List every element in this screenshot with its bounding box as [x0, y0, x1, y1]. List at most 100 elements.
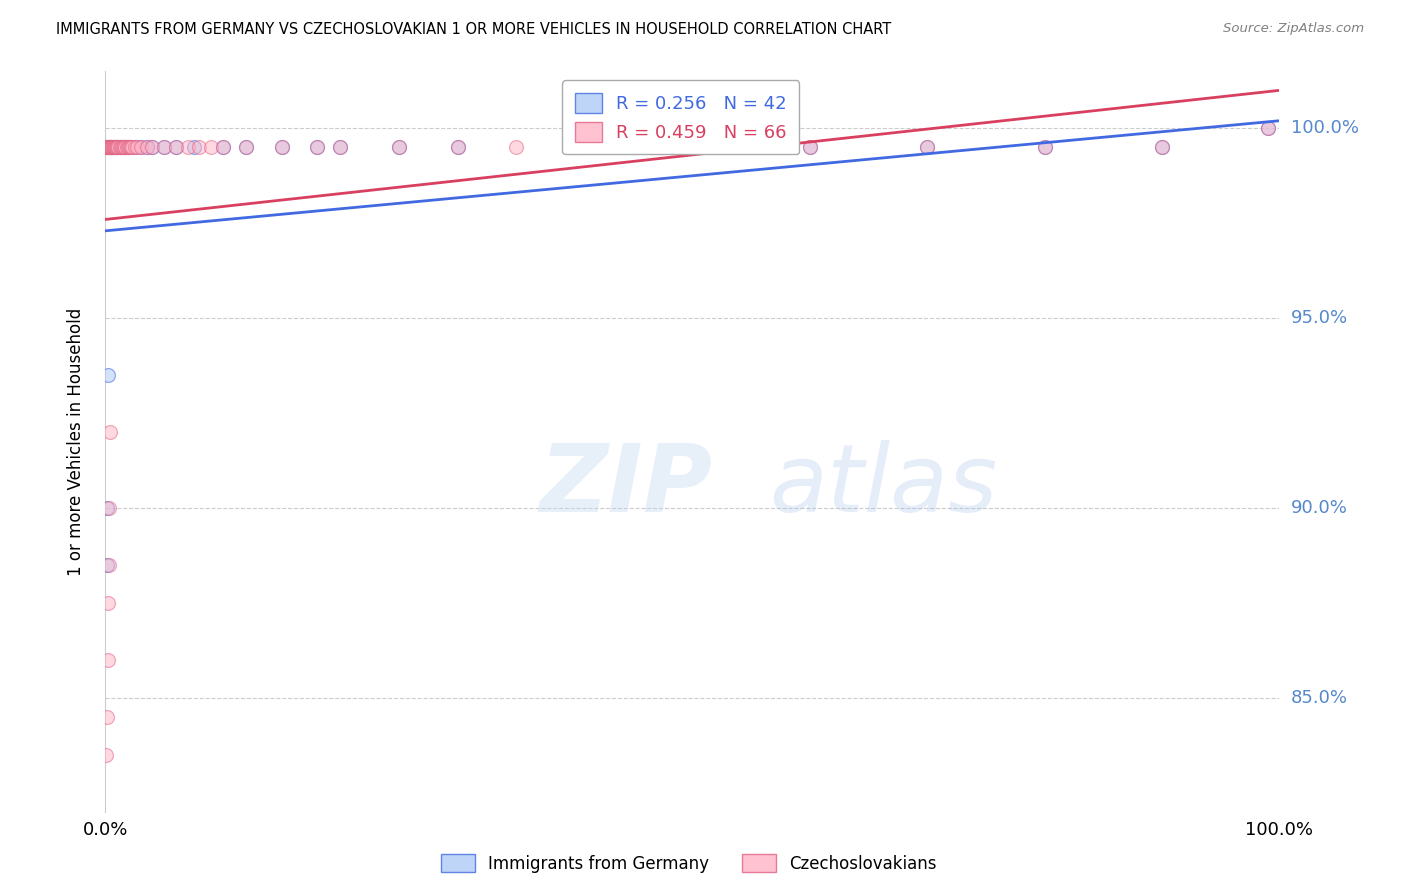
Text: 90.0%: 90.0% [1291, 499, 1347, 517]
Point [96, 558, 118, 572]
Point [108, 140, 131, 154]
Point [101, 140, 124, 154]
Point [129, 140, 152, 154]
Point [103, 140, 125, 154]
Point [103, 140, 125, 154]
Text: 85.0%: 85.0% [1291, 689, 1347, 706]
Point [1033, 140, 1056, 154]
Point [107, 140, 129, 154]
Point [799, 140, 821, 154]
Point [211, 140, 233, 154]
Point [97, 653, 120, 667]
Point [505, 140, 527, 154]
Point [97, 558, 120, 572]
Point [188, 140, 211, 154]
Point [115, 140, 138, 154]
Point [200, 140, 222, 154]
Point [112, 140, 135, 154]
Point [917, 140, 939, 154]
Point [114, 140, 136, 154]
Point [98, 140, 121, 154]
Point [101, 140, 124, 154]
Point [100, 140, 122, 154]
Point [97, 140, 120, 154]
Point [305, 140, 328, 154]
Y-axis label: 1 or more Vehicles in Household: 1 or more Vehicles in Household [66, 308, 84, 575]
Legend: R = 0.256   N = 42, R = 0.459   N = 66: R = 0.256 N = 42, R = 0.459 N = 66 [562, 80, 800, 154]
Text: 95.0%: 95.0% [1291, 310, 1348, 327]
Point [110, 140, 132, 154]
Point [681, 140, 703, 154]
Point [270, 140, 292, 154]
Point [97, 140, 120, 154]
Point [94, 140, 117, 154]
Point [98, 140, 121, 154]
Point [97, 368, 120, 383]
Point [388, 140, 411, 154]
Point [127, 140, 149, 154]
Point [100, 140, 122, 154]
Point [447, 140, 470, 154]
Point [97, 596, 120, 610]
Point [105, 140, 128, 154]
Point [98, 500, 121, 515]
Point [98, 140, 121, 154]
Point [104, 140, 127, 154]
Point [270, 140, 292, 154]
Point [124, 140, 146, 154]
Point [124, 140, 146, 154]
Point [104, 140, 127, 154]
Text: atlas: atlas [769, 441, 997, 532]
Point [153, 140, 176, 154]
Point [305, 140, 328, 154]
Text: Source: ZipAtlas.com: Source: ZipAtlas.com [1223, 22, 1364, 36]
Point [110, 140, 132, 154]
Point [117, 140, 139, 154]
Point [105, 140, 128, 154]
Point [114, 140, 136, 154]
Point [623, 140, 645, 154]
Point [107, 140, 129, 154]
Point [141, 140, 163, 154]
Point [329, 140, 352, 154]
Text: 100.0%: 100.0% [1291, 120, 1358, 137]
Point [235, 140, 257, 154]
Text: ZIP: ZIP [540, 440, 713, 532]
Point [118, 140, 141, 154]
Point [211, 140, 233, 154]
Point [235, 140, 257, 154]
Point [165, 140, 187, 154]
Point [141, 140, 163, 154]
Point [329, 140, 352, 154]
Legend: Immigrants from Germany, Czechoslovakians: Immigrants from Germany, Czechoslovakian… [434, 847, 943, 880]
Point [681, 140, 703, 154]
Point [135, 140, 157, 154]
Point [447, 140, 470, 154]
Point [564, 140, 586, 154]
Point [111, 140, 134, 154]
Point [129, 140, 152, 154]
Point [96, 500, 118, 515]
Point [121, 140, 143, 154]
Point [115, 140, 138, 154]
Point [165, 140, 187, 154]
Point [96, 140, 118, 154]
Point [101, 140, 124, 154]
Point [111, 140, 134, 154]
Point [100, 140, 122, 154]
Point [105, 140, 128, 154]
Point [104, 140, 127, 154]
Text: IMMIGRANTS FROM GERMANY VS CZECHOSLOVAKIAN 1 OR MORE VEHICLES IN HOUSEHOLD CORRE: IMMIGRANTS FROM GERMANY VS CZECHOSLOVAKI… [56, 22, 891, 37]
Point [112, 140, 135, 154]
Point [112, 140, 135, 154]
Point [1257, 121, 1279, 136]
Point [96, 747, 118, 762]
Point [97, 140, 120, 154]
Point [112, 140, 135, 154]
Point [564, 140, 586, 154]
Point [96, 140, 118, 154]
Point [135, 140, 157, 154]
Point [917, 140, 939, 154]
Point [183, 140, 205, 154]
Point [98, 140, 121, 154]
